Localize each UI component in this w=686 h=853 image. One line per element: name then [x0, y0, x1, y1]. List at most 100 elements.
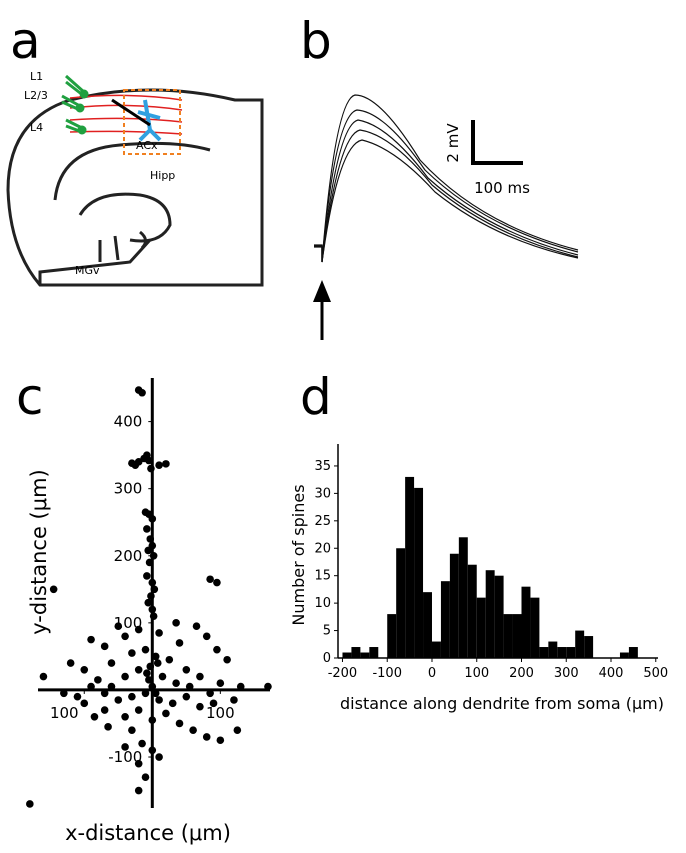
scale-bar [471, 120, 523, 165]
point [107, 682, 116, 691]
point [162, 460, 170, 468]
point [87, 635, 95, 644]
point [107, 659, 116, 667]
point [104, 723, 112, 731]
x-tick-label: 200 [509, 666, 534, 681]
y-tick-label: 20 [314, 541, 331, 556]
point [134, 666, 143, 674]
y-tick-label: 400 [114, 413, 143, 431]
bar [396, 548, 406, 658]
point [73, 692, 82, 701]
point [182, 692, 191, 701]
electrodes [61, 74, 89, 135]
point [148, 578, 157, 587]
point [264, 682, 272, 691]
bar [566, 647, 576, 658]
diagram-label: L1 [30, 70, 43, 83]
x-tick-label: 100 [464, 666, 489, 681]
point [128, 692, 136, 701]
point [149, 612, 158, 620]
bar [548, 641, 558, 658]
point [143, 572, 151, 580]
bar [423, 592, 432, 658]
y-tick-label: 15 [314, 569, 331, 584]
point [230, 696, 238, 704]
scale-label: 2 mV [444, 123, 462, 163]
bar [449, 553, 459, 658]
point [175, 719, 184, 728]
point [121, 632, 129, 641]
point [90, 712, 99, 721]
x-tick-label: 400 [599, 666, 624, 681]
bar [387, 614, 397, 658]
y-tick-label: 200 [114, 547, 143, 565]
point [196, 702, 204, 711]
point [128, 726, 136, 734]
bar [628, 647, 638, 658]
panel-label: b [300, 12, 332, 70]
x-tick-label: 0 [428, 666, 436, 681]
point [202, 632, 211, 641]
y-tick-label: 5 [323, 624, 331, 639]
x-tick-label: 100 [50, 704, 79, 722]
point [162, 709, 170, 718]
point [155, 629, 163, 637]
y-tick-label: 0 [323, 651, 331, 666]
point [148, 682, 157, 691]
point [151, 689, 160, 698]
point [114, 696, 123, 704]
point [49, 585, 58, 594]
point [147, 464, 155, 473]
point [134, 786, 143, 795]
bar [619, 652, 629, 658]
bar [485, 570, 495, 658]
x-tick-label: -200 [328, 666, 358, 681]
point [148, 716, 157, 724]
point [146, 535, 155, 543]
point [151, 652, 160, 661]
point [155, 696, 163, 704]
neuron [137, 99, 162, 142]
point [155, 753, 163, 761]
bar [342, 652, 352, 658]
diagram-label: L2/3 [24, 89, 48, 102]
point [134, 386, 143, 394]
bar [431, 641, 441, 658]
point [66, 659, 75, 667]
point [100, 642, 109, 651]
point [141, 645, 150, 654]
bar [503, 614, 513, 658]
bar [584, 636, 594, 658]
x-axis-title: distance along dendrite from soma (μm) [340, 694, 664, 713]
bar [467, 564, 477, 658]
y-tick-label: -100 [108, 748, 142, 766]
point [206, 575, 214, 584]
point [148, 515, 157, 523]
diagram-label: L4 [30, 121, 43, 134]
panel-label: d [300, 368, 332, 426]
point [192, 622, 201, 631]
bar [458, 537, 468, 658]
point [143, 669, 151, 677]
x-tick-label: -100 [372, 666, 402, 681]
point [168, 699, 177, 708]
panel-label: c [16, 368, 44, 426]
point [143, 451, 151, 459]
point [182, 666, 191, 674]
pipette [111, 98, 151, 127]
diagram-label: MGv [75, 264, 100, 277]
bar [405, 476, 415, 658]
point [172, 679, 180, 688]
point [236, 682, 245, 691]
point [26, 800, 34, 808]
bar [521, 586, 531, 658]
point [185, 682, 194, 691]
point [148, 605, 157, 614]
stimulus-arrow [313, 280, 331, 302]
layer-lines [69, 94, 183, 135]
bar [351, 647, 361, 658]
bar [557, 647, 567, 658]
acx-box [123, 89, 181, 155]
point [128, 459, 136, 467]
point [223, 655, 231, 664]
